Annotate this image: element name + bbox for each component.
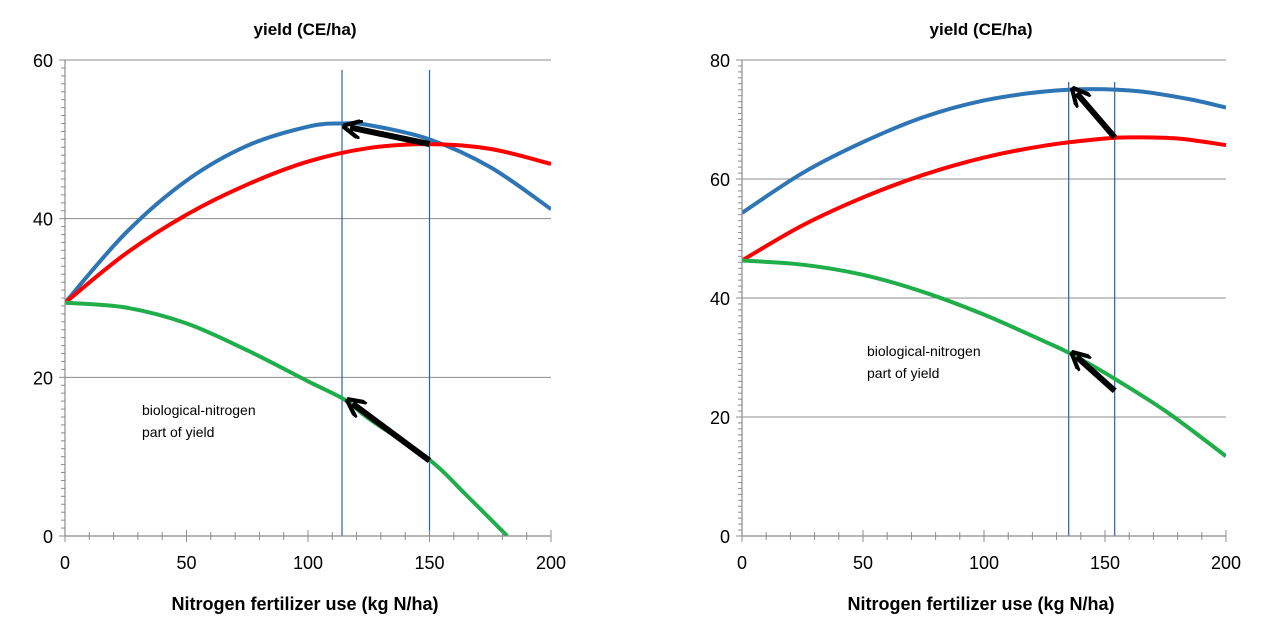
y-tick-label: 20 [710,408,730,428]
annotation-arrow [1077,93,1117,140]
series-line-green [742,258,1226,458]
y-tick-label: 40 [710,289,730,309]
x-tick-label: 200 [1211,553,1241,573]
annotation-text: biological-nitrogen [867,343,981,359]
annotation-text: part of yield [867,365,939,381]
x-axis-label: Nitrogen fertilizer use (kg N/ha) [847,594,1114,614]
annotation-text: biological-nitrogen [142,402,256,418]
annotation-arrow [352,404,432,464]
annotation-arrow [350,127,431,148]
chart-right: 0 20 40 60 80 0 50 100 150 200 yield (CE/ha) Nitrog… [710,20,1241,614]
x-tick-label: 50 [176,553,196,573]
chart-left: 0 20 40 60 0 50 100 150 200 yield (CE/ha) Nitrogen… [33,20,566,614]
x-tick-label: 100 [969,553,999,573]
annotation-text: part of yield [142,424,214,440]
x-tick-label: 100 [293,553,323,573]
y-tick-label: 60 [33,51,53,71]
series-line-green [65,300,509,536]
x-tick-label: 0 [737,553,747,573]
y-tick-label: 60 [710,170,730,190]
x-tick-label: 150 [1090,553,1120,573]
x-tick-label: 0 [60,553,70,573]
x-tick-label: 200 [536,553,566,573]
series-line-blue [65,121,551,305]
y-tick-label: 0 [720,527,730,547]
x-tick-label: 150 [414,553,444,573]
chart-title: yield (CE/ha) [254,20,357,39]
y-tick-label: 20 [33,368,53,388]
x-axis-label: Nitrogen fertilizer use (kg N/ha) [171,594,438,614]
series-line-blue [742,87,1226,215]
y-tick-label: 80 [710,51,730,71]
y-tick-label: 40 [33,210,53,230]
x-tick-label: 50 [853,553,873,573]
annotation-arrow [1077,357,1117,394]
y-tick-label: 0 [43,527,53,547]
series-line-red [65,142,551,305]
chart-title: yield (CE/ha) [930,20,1033,39]
series-line-red [742,135,1226,263]
